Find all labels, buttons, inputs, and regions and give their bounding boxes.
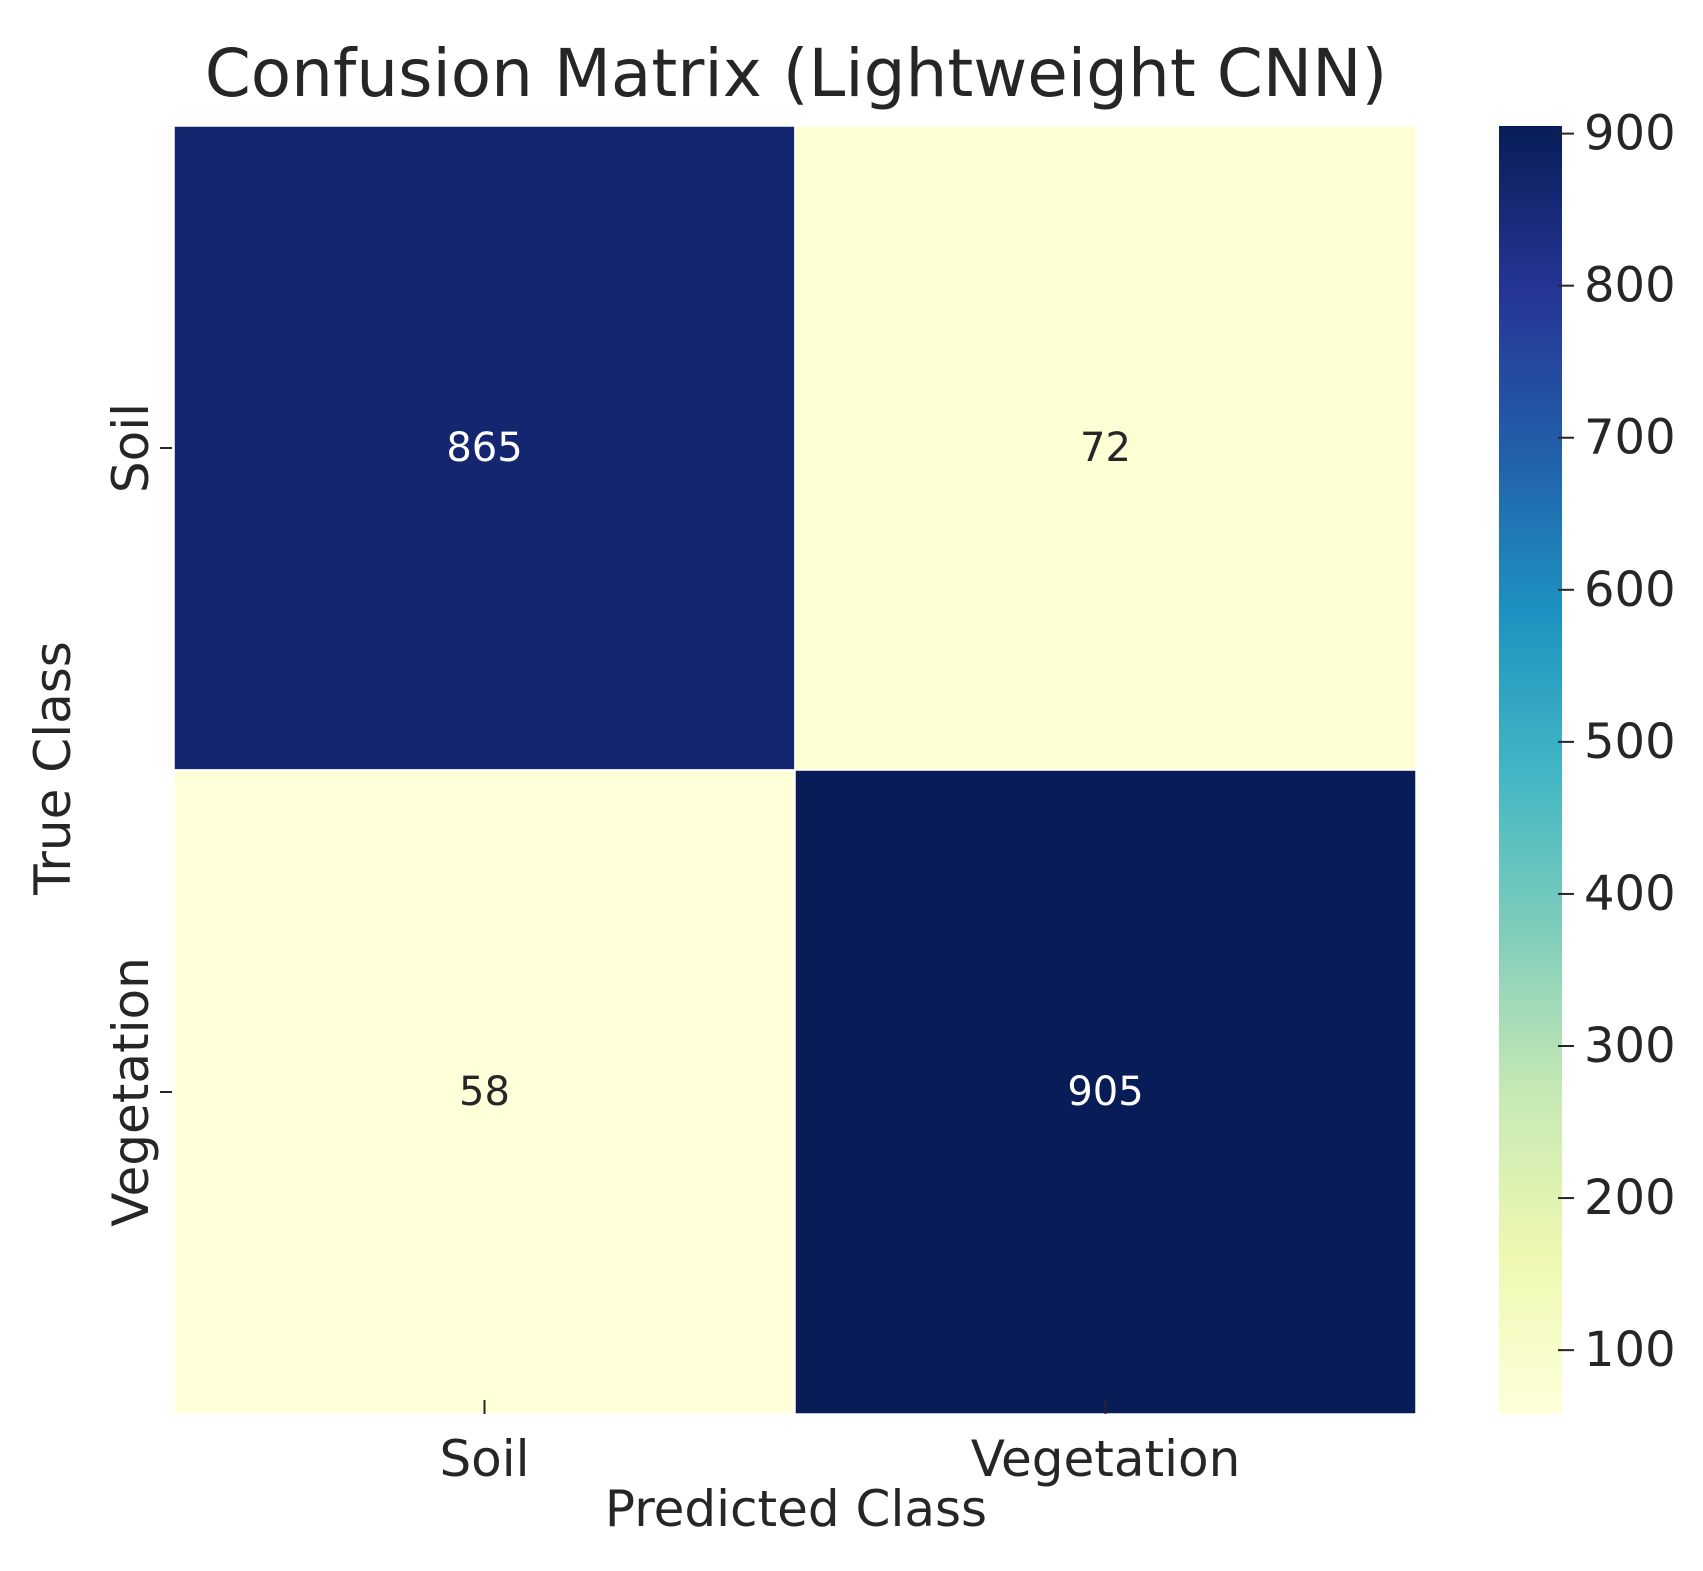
x-axis: Soil Vegetation (439, 1400, 1240, 1488)
cell-value-label: 72 (1080, 425, 1131, 471)
heatmap-cell-labels: 865 72 58 905 (446, 425, 1143, 1115)
cell-value-label: 58 (459, 1069, 510, 1115)
colorbar-tick-label: 400 (1584, 866, 1676, 922)
y-axis: Soil Vegetation (102, 403, 172, 1227)
x-tick-label: Soil (439, 1430, 529, 1488)
colorbar-tick-label: 200 (1584, 1170, 1676, 1226)
x-axis-label: Predicted Class (605, 1480, 987, 1538)
cell-value-label: 905 (1067, 1069, 1143, 1115)
heatmap-cell-soil-soil (173, 125, 796, 771)
colorbar-ticks: 100 200 300 400 500 600 700 800 900 (1558, 106, 1676, 1378)
y-tick-label: Soil (102, 403, 160, 493)
heatmap-cell-soil-vegetation (794, 125, 1417, 771)
heatmap-cell-vegetation-soil (173, 769, 796, 1415)
colorbar (1499, 126, 1562, 1414)
heatmap-cells (173, 125, 1417, 1415)
y-axis-label: True Class (24, 641, 82, 896)
chart-title: Confusion Matrix (Lightweight CNN) (205, 35, 1388, 112)
cell-value-label: 865 (446, 425, 522, 471)
colorbar-tick-label: 600 (1584, 562, 1676, 618)
colorbar-tick-label: 300 (1584, 1018, 1676, 1074)
colorbar-tick-label: 500 (1584, 714, 1676, 770)
colorbar-tick-label: 800 (1584, 258, 1676, 314)
y-tick-label: Vegetation (102, 957, 160, 1227)
x-tick-label: Vegetation (971, 1430, 1241, 1488)
colorbar-tick-label: 700 (1584, 410, 1676, 466)
colorbar-tick-label: 900 (1584, 106, 1676, 162)
heatmap-cell-vegetation-vegetation (794, 769, 1417, 1415)
colorbar-tick-label: 100 (1584, 1322, 1676, 1378)
